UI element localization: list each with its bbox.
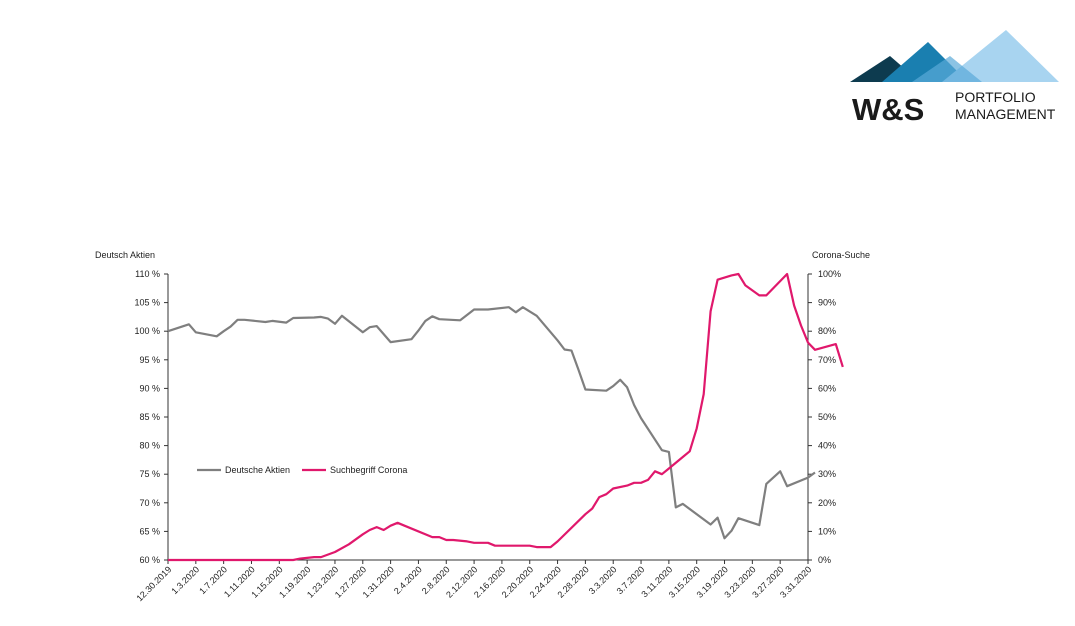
left-tick-label: 110 % [135, 269, 160, 279]
logo-line1: PORTFOLIO [955, 89, 1036, 105]
right-tick-label: 10% [818, 526, 836, 536]
left-tick-label: 65 % [139, 526, 160, 536]
logo-mark: W&S [852, 92, 924, 127]
right-axis-title: Corona-Suche [812, 250, 870, 260]
left-tick-label: 85 % [139, 412, 160, 422]
chart-legend: Deutsche Aktien Suchbegriff Corona [197, 465, 407, 475]
logo-mountain-light [942, 30, 1059, 82]
legend-label: Suchbegriff Corona [330, 465, 407, 475]
left-tick-label: 80 % [139, 441, 160, 451]
right-tick-label: 80% [818, 326, 836, 336]
left-tick-label: 95 % [139, 355, 160, 365]
x-tick-label: 3.3.2020 [587, 564, 619, 596]
left-axis-title: Deutsch Aktien [95, 250, 155, 260]
right-tick-label: 50% [818, 412, 836, 422]
logo-mountain-accent [912, 56, 982, 82]
chart-series [167, 272, 844, 562]
series-line-suchbegriff-corona [168, 272, 844, 562]
series-line-deutsche-aktien [167, 306, 816, 540]
left-tick-label: 105 % [134, 298, 160, 308]
right-tick-label: 0% [818, 555, 831, 565]
x-tick-label: 1.3.2020 [169, 564, 201, 596]
legend-label: Deutsche Aktien [225, 465, 290, 475]
left-tick-label: 70 % [139, 498, 160, 508]
left-tick-label: 60 % [139, 555, 160, 565]
ws-portfolio-logo: W&S PORTFOLIO MANAGEMENT [850, 30, 1059, 127]
right-tick-label: 60% [818, 383, 836, 393]
right-tick-label: 40% [818, 441, 836, 451]
right-tick-label: 70% [818, 355, 836, 365]
logo-line2: MANAGEMENT [955, 106, 1056, 122]
right-tick-label: 20% [818, 498, 836, 508]
right-tick-label: 100% [818, 269, 841, 279]
left-tick-label: 90 % [139, 383, 160, 393]
x-tick-label: 2.4.2020 [392, 564, 424, 596]
left-tick-label: 100 % [134, 326, 160, 336]
left-tick-label: 75 % [139, 469, 160, 479]
right-tick-label: 90% [818, 298, 836, 308]
x-tick-label: 12.30.2019 [134, 564, 173, 603]
right-tick-label: 30% [818, 469, 836, 479]
